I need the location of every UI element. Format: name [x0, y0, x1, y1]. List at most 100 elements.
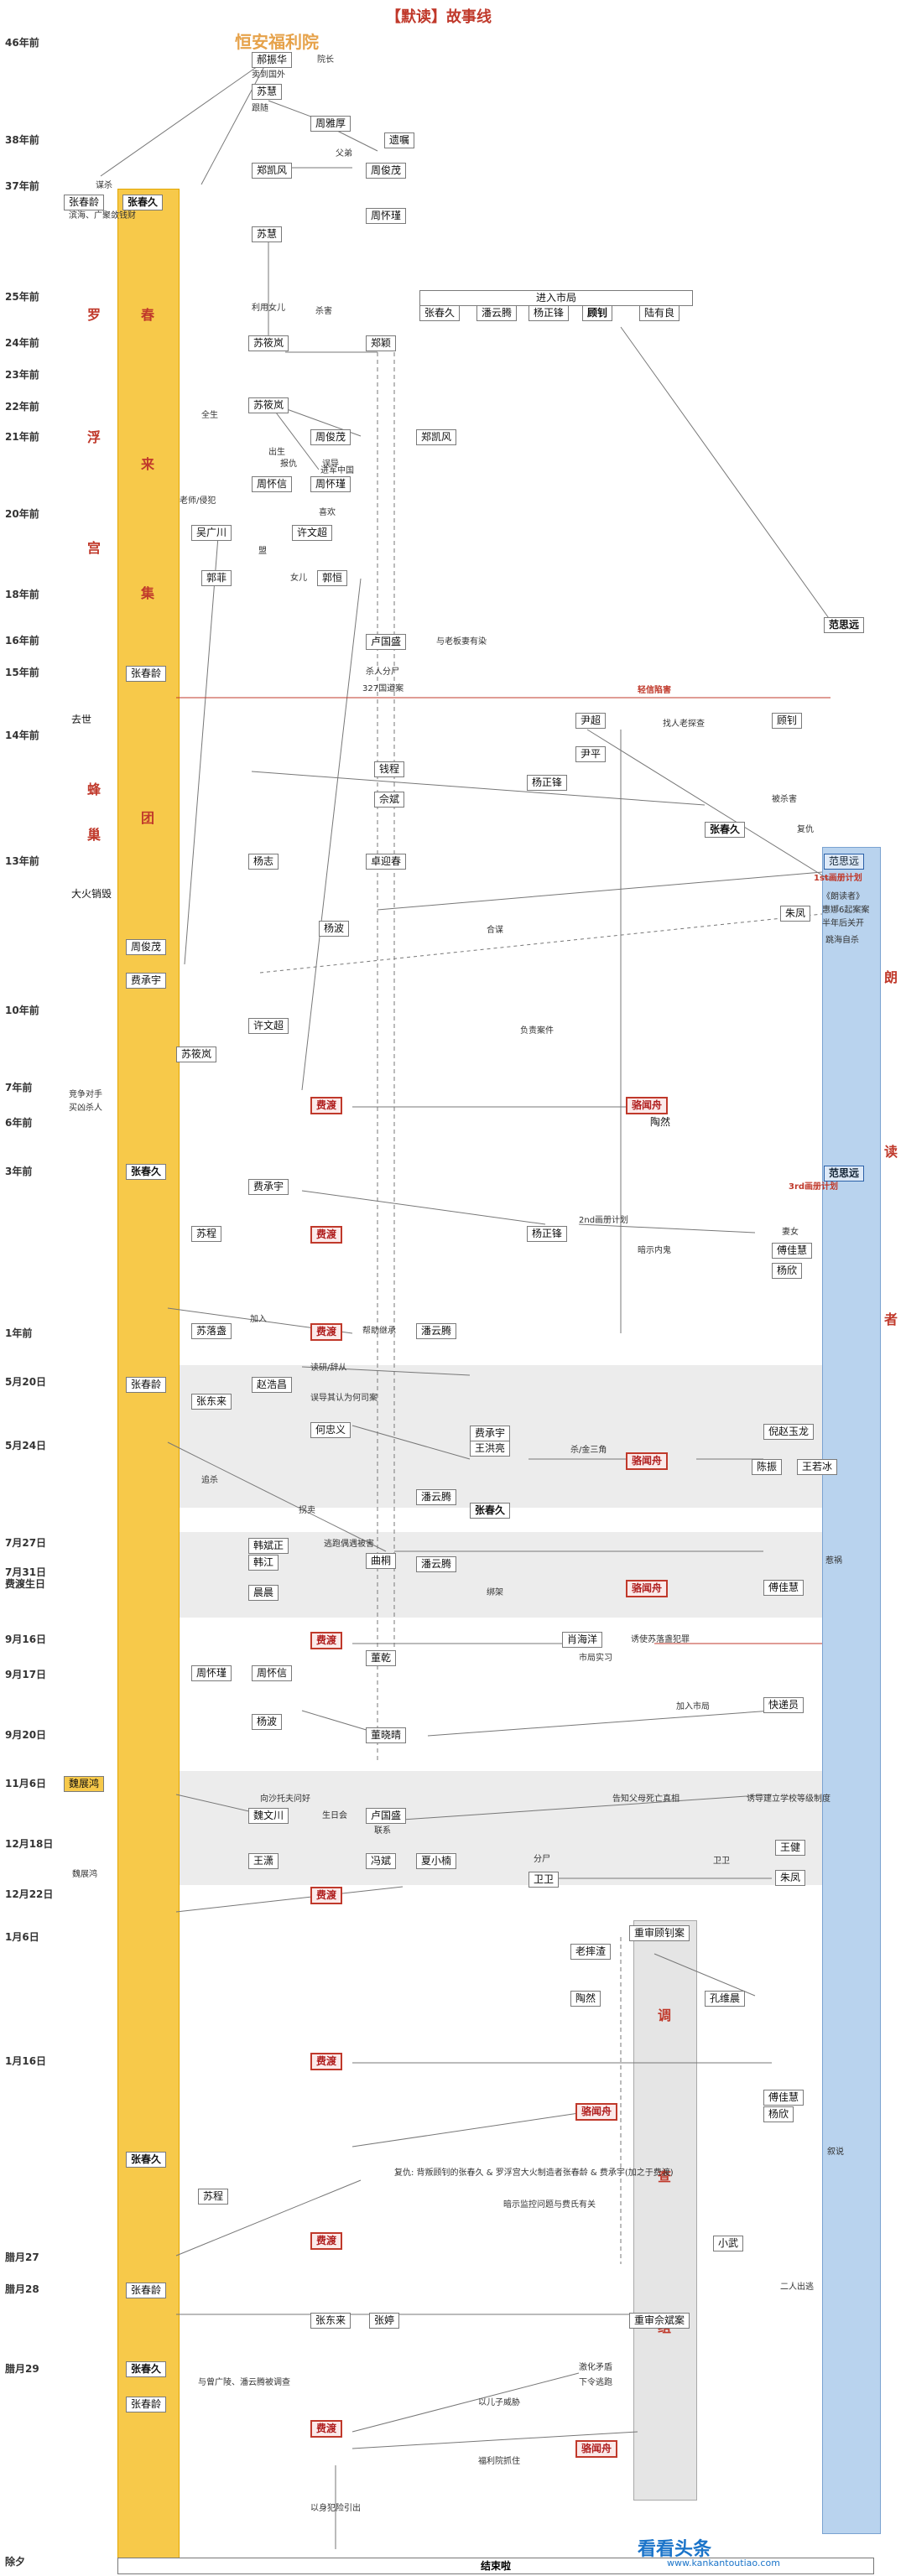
ann-mislead-he: 读研/辞从 — [310, 1363, 347, 1373]
ann-join-bureau: 市局实习 — [579, 1654, 612, 1663]
ann-competitor: 竞争对手 — [69, 1090, 102, 1099]
time-label: 6年前 — [5, 1117, 33, 1129]
ann-say: 卫卫 — [713, 1857, 730, 1866]
node-laoshuanzha: 老摔渣 — [570, 1944, 612, 1960]
ann-director: 院长 — [317, 55, 334, 65]
time-label: 除夕 — [5, 2556, 26, 2568]
ann-golden-triangle: 误导其认为何司案 — [310, 1394, 378, 1403]
gray-char: 查 — [657, 2168, 671, 2184]
node-suxiaolan-2: 苏筱岚 — [248, 397, 289, 413]
ann-follow: 跟随 — [252, 104, 268, 113]
node-luguosheng: 卢国盛 — [366, 634, 407, 650]
ann-sold-abroad: 卖到国外 — [252, 70, 285, 80]
ann-tell-truth: 加入市局 — [676, 1702, 710, 1711]
node-bureau-panyunteng: 潘云腾 — [476, 305, 518, 321]
node-feidu-3: 费渡 — [310, 1323, 343, 1341]
node-wangjian: 王健 — [775, 1840, 806, 1856]
ann-daughter: 女儿 — [290, 574, 307, 583]
ann-hint-mole: 2nd画册计划 — [579, 1216, 629, 1225]
ann-killed: 被杀害 — [772, 795, 797, 804]
ann-intern: 诱使苏落盏犯罪 — [631, 1635, 690, 1644]
node-guofei: 郭菲 — [201, 570, 232, 586]
right-char: 者 — [883, 1311, 898, 1327]
node-will: 遗嘱 — [384, 132, 415, 148]
node-retrial-sheibin: 重审佘斌案 — [629, 2313, 690, 2329]
watermark: 看看头条 — [638, 2539, 712, 2560]
watermark-url: www.kankantoutiao.com — [667, 2558, 780, 2568]
node-fujiahui-2: 傅佳慧 — [763, 1580, 804, 1596]
node-panyunteng-3: 潘云腾 — [416, 1556, 457, 1572]
node-fujiahui: 傅佳慧 — [772, 1243, 813, 1259]
node-zhouhuaixin-2: 周怀信 — [252, 1665, 293, 1681]
time-label: 1月6日 — [5, 1931, 39, 1943]
ann-abduct: 追杀 — [201, 1476, 218, 1485]
node-hanjiang: 韩江 — [248, 1555, 279, 1571]
left-red-char: 罗 — [86, 307, 101, 323]
ann-binhai: 滨海、广聚敛钱财 — [69, 211, 136, 221]
node-luowenzhou-3: 骆闻舟 — [626, 1580, 669, 1597]
node-bureau-luyouliang: 陆有良 — [639, 305, 680, 321]
node-bureau-guzhao: 顾钊 — [582, 305, 613, 321]
node-taoran-2: 陶然 — [570, 1991, 601, 2007]
ann-handle-case: 负责案件 — [520, 1026, 554, 1036]
node-panyunteng-2: 潘云腾 — [416, 1489, 457, 1505]
node-xiaxiaonan: 夏小楠 — [416, 1853, 457, 1869]
ann-trouble: 绑架 — [487, 1588, 503, 1597]
left-hive-char: 巢 — [86, 827, 101, 843]
node-feidu-8: 费渡 — [310, 2420, 343, 2438]
ann-chase: 杀/金三角 — [570, 1446, 607, 1455]
ann-fire-destroy: 去世 — [71, 714, 92, 725]
node-feichengyu-3: 费承宇 — [470, 1426, 511, 1441]
node-bureau-yangzhengfeng: 杨正锋 — [528, 305, 570, 321]
ann-bait: 福利院抓住 — [478, 2457, 520, 2466]
time-label: 7年前 — [5, 1082, 33, 1093]
ann-kidnap: 逃跑偶遇被害 — [324, 1540, 374, 1549]
ann-hire-kill: 买凶杀人 — [69, 1104, 102, 1113]
right-char: 朗 — [883, 969, 898, 985]
ann-join: 妻女 — [782, 1228, 799, 1237]
node-chenchen: 晨晨 — [248, 1585, 279, 1601]
time-label: 腊月27 — [5, 2251, 39, 2263]
time-label: 12月22日 — [5, 1888, 54, 1900]
node-guoheng: 郭恒 — [317, 570, 348, 586]
ann-monitor-hint: 复仇: 背叛顾钊的张春久 & 罗浮宫大火制造者张春龄 & 费承宇(加之于费渡) — [394, 2168, 674, 2178]
node-taoran: 陶然 — [650, 1116, 671, 1128]
node-zhangchunling-2: 张春龄 — [126, 666, 167, 682]
node-fansiyuan: 范思远 — [824, 617, 865, 633]
ann-327-case: 327国道案 — [362, 684, 404, 693]
ann-find-investigate: 找人老探查 — [663, 719, 705, 729]
node-fansiyuan-3: 范思远 — [824, 1166, 865, 1182]
node-guzhao-2: 顾钊 — [772, 713, 803, 729]
ann-investigated: 暗示监控问题与费氏有关 — [503, 2200, 596, 2210]
time-label: 22年前 — [5, 401, 39, 413]
node-panyunteng: 潘云腾 — [416, 1323, 457, 1339]
yellow-char: 团 — [140, 810, 154, 826]
time-label: 3年前 — [5, 1166, 33, 1177]
ann-first-plan: 1st画册计划 — [814, 874, 862, 883]
footer-end: 结束啦 — [117, 2558, 874, 2574]
node-feidu-4: 费渡 — [310, 1632, 343, 1649]
node-zhouhuaijin-2: 周怀瑾 — [310, 476, 351, 492]
ann-affair: 与老板妻有染 — [436, 637, 487, 647]
node-xuwenchao: 许文超 — [292, 525, 333, 541]
node-zhangdonglai-2: 张东来 — [310, 2313, 351, 2329]
node-zhangchunjiu-5: 张春久 — [126, 2152, 167, 2168]
node-haozhenhua: 郝振华 — [252, 52, 293, 68]
node-fengbin: 冯斌 — [366, 1853, 397, 1869]
time-label: 5月24日 — [5, 1440, 47, 1452]
time-label: 9月17日 — [5, 1669, 47, 1680]
ann-sea-suicide: 跳海自杀 — [825, 936, 859, 945]
ann-third-plan: 3rd画册计划 — [789, 1182, 839, 1192]
node-zhangchunling-3: 张春龄 — [126, 1377, 167, 1393]
node-join-bureau: 进入市局 — [419, 290, 693, 306]
ann-investigated-2: 魏展鸿 — [72, 1870, 97, 1879]
ann-contact: 生日会 — [322, 1811, 347, 1820]
node-yangzhengfeng-2: 杨正锋 — [527, 775, 568, 791]
node-weizhanhong: 魏展鸿 — [64, 1776, 105, 1792]
node-hezhongyi: 何忠义 — [310, 1422, 351, 1438]
node-zhuoyingchun: 卓迎春 — [366, 854, 407, 870]
ann-conspire: 合谋 — [487, 926, 503, 935]
ann-intensify: 以身犯险引出 — [310, 2504, 361, 2513]
node-fansiyuan-2: 范思远 — [824, 854, 865, 870]
ann-dismember: 杀人分尸 — [366, 667, 399, 677]
